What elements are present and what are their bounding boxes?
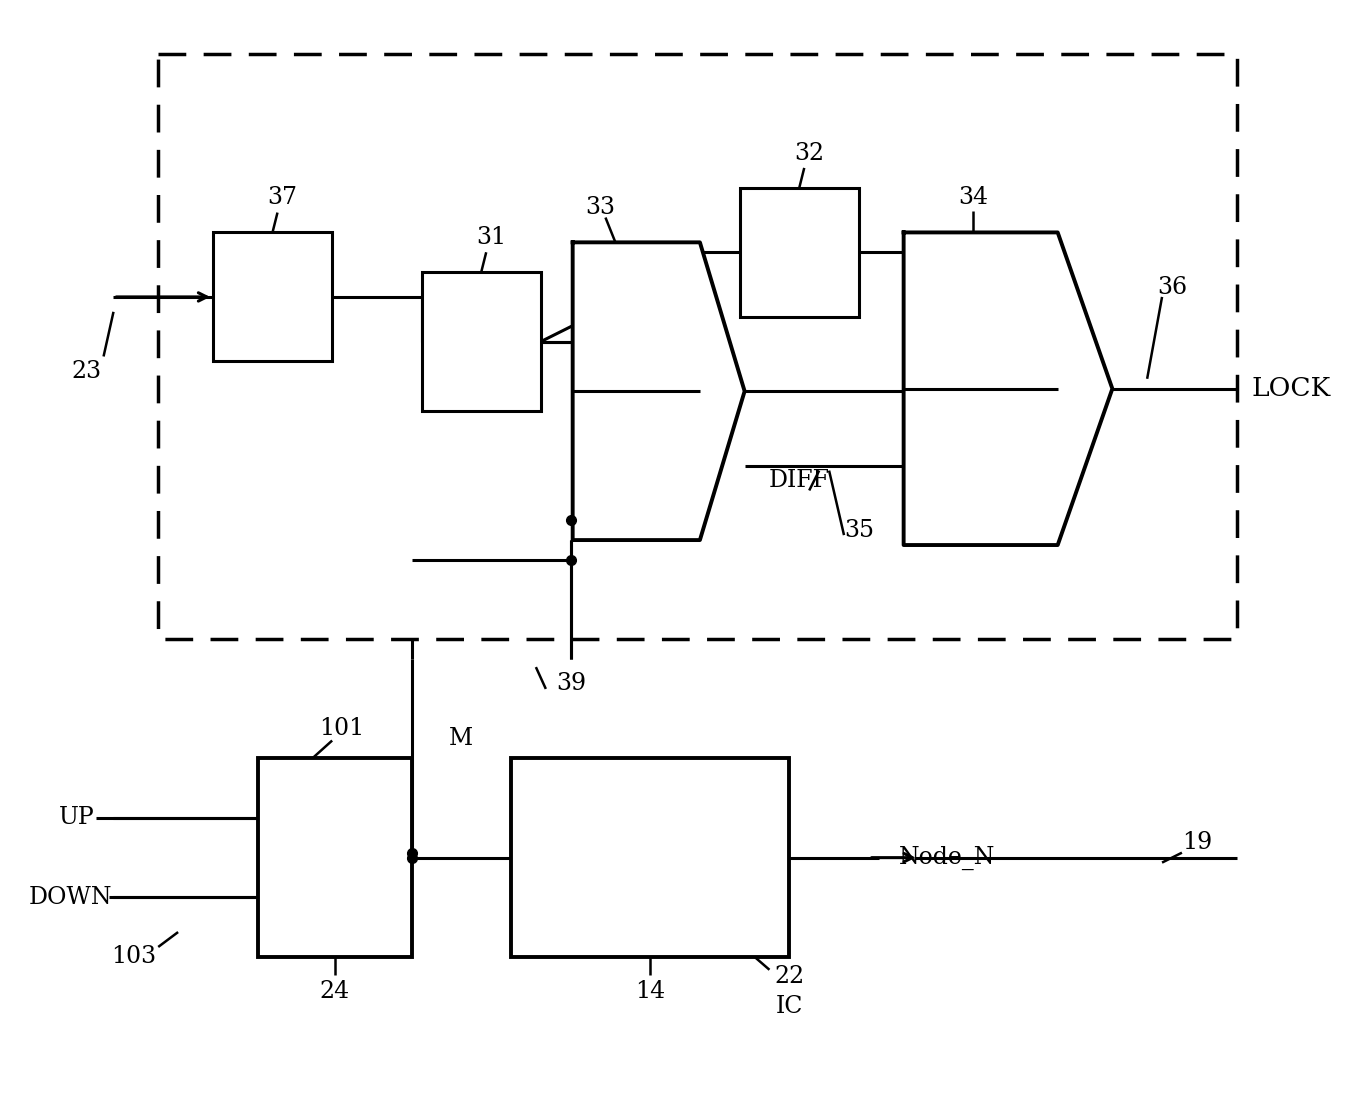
- Text: LOCK: LOCK: [1252, 377, 1331, 401]
- Text: 24: 24: [319, 981, 349, 1004]
- Text: 36: 36: [1157, 276, 1187, 299]
- Bar: [158, 54, 1237, 639]
- Polygon shape: [573, 243, 745, 540]
- Text: 103: 103: [110, 945, 155, 968]
- Bar: [512, 759, 790, 956]
- Text: 19: 19: [1181, 831, 1213, 854]
- Text: 32: 32: [794, 142, 824, 165]
- Text: 14: 14: [636, 981, 666, 1004]
- Text: 22: 22: [775, 965, 805, 988]
- Bar: [739, 188, 859, 317]
- Bar: [213, 233, 333, 361]
- Text: IC: IC: [776, 995, 803, 1018]
- Text: Node_N: Node_N: [899, 845, 996, 870]
- Text: DOWN: DOWN: [29, 886, 112, 909]
- Bar: [258, 759, 412, 956]
- Text: 23: 23: [72, 360, 102, 383]
- Text: 33: 33: [585, 197, 615, 220]
- Text: UP: UP: [59, 806, 94, 829]
- Text: DIFF: DIFF: [769, 469, 829, 492]
- Text: M: M: [449, 727, 473, 750]
- Text: 39: 39: [555, 672, 587, 695]
- Bar: [421, 272, 542, 411]
- Text: 34: 34: [958, 187, 989, 210]
- Text: 101: 101: [319, 717, 364, 740]
- Text: 31: 31: [476, 226, 506, 249]
- Text: 37: 37: [267, 187, 297, 210]
- Polygon shape: [903, 233, 1113, 545]
- Text: 35: 35: [844, 518, 874, 541]
